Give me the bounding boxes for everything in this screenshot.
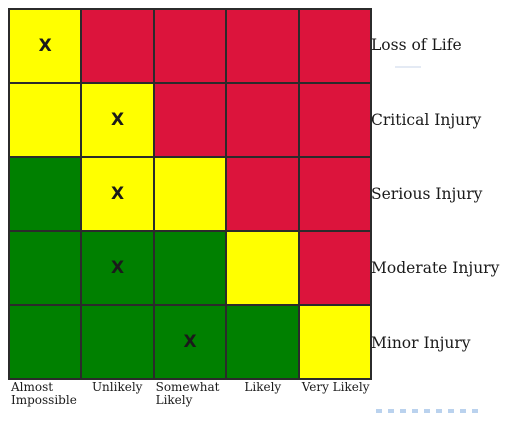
likelihood-labels: Almost Impossible Unlikely Somewhat Likely… xyxy=(8,381,372,407)
severity-label: Loss of Life xyxy=(371,36,462,55)
matrix-cell xyxy=(298,231,371,305)
matrix-cell: X xyxy=(81,157,154,231)
likelihood-label: Almost Impossible xyxy=(11,380,77,407)
likelihood-label: Unlikely xyxy=(91,380,143,394)
likelihood-label: Likely xyxy=(244,380,282,394)
matrix-cell xyxy=(298,9,371,83)
risk-matrix-grid: X X X X X xyxy=(8,8,372,380)
matrix-cell: X xyxy=(153,305,227,379)
selected-mark: X xyxy=(111,110,125,130)
matrix-cell xyxy=(153,83,227,157)
matrix-cell xyxy=(226,305,299,379)
watermark-fragment xyxy=(395,66,421,68)
matrix-cell xyxy=(9,83,82,157)
matrix-cell xyxy=(226,9,299,83)
matrix-cell xyxy=(9,231,82,305)
likelihood-label: Somewhat Likely xyxy=(155,380,220,407)
matrix-cell xyxy=(298,157,371,231)
matrix-cell: X xyxy=(81,83,154,157)
likelihood-label: Very Likely xyxy=(301,380,370,394)
matrix-cell xyxy=(9,157,82,231)
matrix-cell xyxy=(81,305,154,379)
matrix-cell xyxy=(9,305,82,379)
severity-label: Minor Injury xyxy=(371,333,471,352)
selected-mark: X xyxy=(111,258,125,278)
selected-mark: X xyxy=(38,36,52,56)
matrix-cell xyxy=(298,83,371,157)
severity-label: Critical Injury xyxy=(371,110,482,129)
matrix-cell xyxy=(153,231,227,305)
severity-label: Serious Injury xyxy=(371,185,483,204)
selected-mark: X xyxy=(111,184,125,204)
matrix-cell: X xyxy=(9,9,82,83)
severity-label: Moderate Injury xyxy=(371,259,500,278)
matrix-cell xyxy=(298,305,371,379)
matrix-cell: X xyxy=(81,231,154,305)
matrix-cell xyxy=(153,9,227,83)
watermark-fragment xyxy=(376,409,484,413)
matrix-cell xyxy=(81,9,154,83)
severity-labels: Loss of Life Critical Injury Serious Injur… xyxy=(371,8,499,380)
matrix-cell xyxy=(153,157,227,231)
matrix-cell xyxy=(226,83,299,157)
selected-mark: X xyxy=(183,332,197,352)
matrix-cell xyxy=(226,157,299,231)
matrix-cell xyxy=(226,231,299,305)
